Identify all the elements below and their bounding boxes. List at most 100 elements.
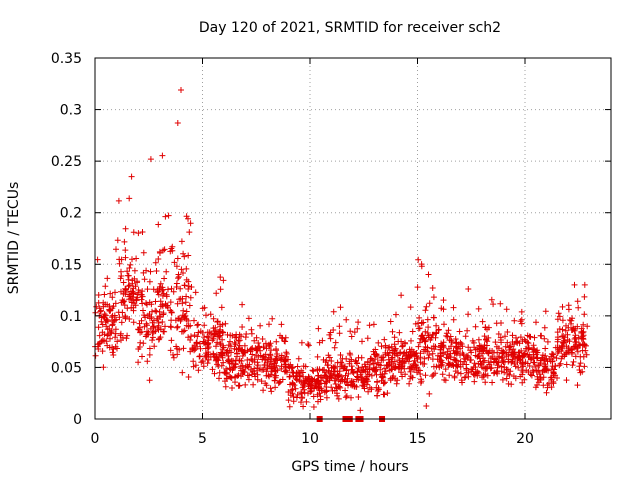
data-point	[542, 308, 549, 315]
data-point	[203, 353, 210, 360]
data-point	[334, 372, 341, 378]
y-tick-label: 0.25	[51, 154, 82, 170]
data-point	[351, 383, 358, 390]
data-point	[388, 366, 395, 373]
data-point	[436, 356, 443, 363]
data-point	[223, 365, 230, 372]
data-point	[195, 367, 202, 374]
data-point	[175, 315, 182, 322]
data-point	[123, 335, 130, 342]
data-point	[143, 267, 150, 274]
data-point	[443, 332, 450, 339]
data-point	[162, 213, 169, 220]
data-point	[319, 375, 326, 382]
data-point	[442, 366, 449, 373]
data-point	[550, 378, 557, 385]
data-point	[392, 375, 399, 382]
data-point	[298, 399, 304, 406]
data-point	[107, 307, 114, 314]
data-point	[315, 398, 321, 405]
data-point	[157, 298, 164, 305]
data-point	[357, 407, 364, 414]
y-tick-label: 0.3	[60, 103, 82, 119]
data-point	[286, 373, 293, 380]
data-point	[115, 197, 122, 204]
data-point	[133, 296, 140, 303]
data-point	[432, 334, 439, 341]
data-point	[493, 343, 500, 350]
data-point	[302, 363, 309, 370]
data-point	[104, 332, 111, 339]
data-point	[481, 333, 488, 340]
data-point	[313, 378, 320, 385]
data-point	[423, 403, 430, 409]
data-point	[107, 290, 114, 297]
data-point	[525, 354, 532, 360]
data-point	[232, 334, 239, 341]
data-point	[539, 368, 546, 375]
data-point	[148, 301, 155, 308]
data-point	[359, 338, 365, 345]
data-point	[363, 376, 370, 383]
data-point	[282, 334, 289, 341]
data-point	[204, 333, 211, 340]
data-point	[407, 375, 414, 382]
data-point	[109, 349, 116, 356]
data-point	[239, 324, 246, 330]
data-point	[146, 315, 153, 322]
data-point	[178, 316, 185, 323]
data-point	[465, 373, 472, 380]
data-point	[201, 322, 208, 329]
data-point	[346, 358, 353, 365]
data-point	[289, 369, 296, 376]
data-point	[122, 247, 129, 254]
data-point	[218, 304, 225, 311]
y-tick-label: 0.05	[51, 360, 82, 376]
data-point	[433, 330, 440, 337]
data-point	[125, 276, 132, 283]
data-point	[118, 337, 124, 344]
data-point	[111, 312, 118, 319]
data-point	[381, 365, 388, 372]
data-point	[144, 358, 151, 365]
data-point	[578, 335, 585, 342]
data-point	[121, 302, 128, 309]
data-point	[384, 350, 391, 357]
data-point	[399, 363, 406, 370]
data-point	[563, 361, 570, 368]
data-point	[118, 319, 125, 326]
data-point	[335, 395, 342, 402]
data-point	[187, 322, 194, 329]
data-point	[130, 229, 137, 236]
data-point	[155, 256, 162, 262]
data-point	[537, 332, 544, 339]
data-point	[224, 331, 231, 338]
data-point	[541, 335, 548, 342]
data-point	[504, 329, 511, 335]
data-point	[414, 355, 421, 362]
data-point	[508, 381, 515, 388]
data-point	[331, 344, 338, 351]
data-point	[574, 323, 581, 330]
data-point	[498, 339, 505, 346]
data-point	[146, 345, 153, 352]
data-point	[152, 298, 159, 305]
data-point	[287, 381, 293, 388]
plot-frame	[94, 57, 612, 420]
data-point	[240, 350, 247, 356]
data-point	[332, 381, 339, 387]
data-point	[262, 380, 269, 387]
data-point	[185, 334, 192, 341]
data-point	[494, 362, 501, 369]
data-point	[268, 368, 275, 375]
data-point	[118, 299, 125, 306]
data-point	[446, 361, 453, 367]
data-point	[450, 362, 457, 369]
data-point	[214, 339, 221, 346]
data-point	[174, 324, 180, 331]
data-point	[418, 333, 425, 340]
data-point	[494, 370, 501, 377]
data-point	[219, 351, 226, 357]
data-point	[112, 334, 119, 341]
data-point	[290, 372, 297, 379]
